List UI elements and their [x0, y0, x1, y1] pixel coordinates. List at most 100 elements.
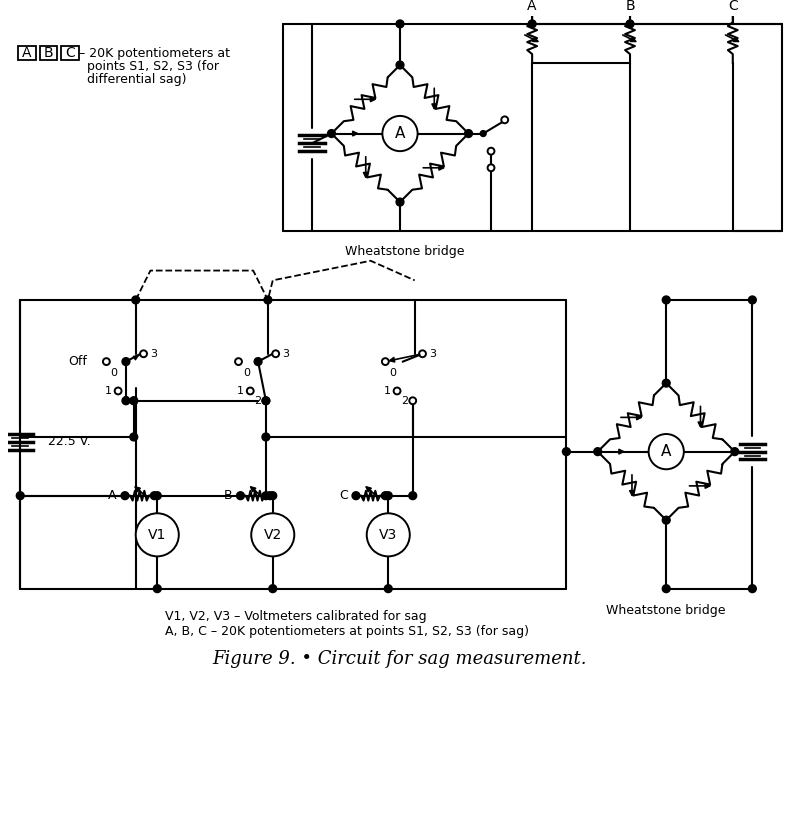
Bar [62, 46, 79, 60]
Text: V1: V1 [148, 528, 166, 542]
Circle shape [394, 388, 401, 394]
Circle shape [150, 492, 158, 500]
Text: 1: 1 [384, 386, 390, 396]
Circle shape [480, 131, 486, 137]
Circle shape [465, 130, 473, 137]
Text: C: C [66, 46, 75, 60]
Circle shape [16, 492, 24, 500]
Circle shape [235, 358, 242, 365]
Circle shape [396, 198, 404, 206]
Circle shape [382, 116, 418, 151]
Text: 3: 3 [150, 349, 157, 359]
Circle shape [262, 398, 270, 404]
Text: 2: 2 [122, 396, 130, 406]
Bar [619, 0, 641, 13]
Text: Wheatstone bridge: Wheatstone bridge [345, 245, 465, 258]
Circle shape [410, 398, 416, 404]
Circle shape [662, 585, 670, 593]
Circle shape [272, 351, 279, 357]
Text: A: A [661, 444, 671, 459]
Text: Off: Off [68, 355, 86, 368]
Circle shape [237, 492, 244, 500]
Circle shape [749, 585, 756, 593]
Circle shape [384, 585, 392, 593]
Circle shape [396, 20, 404, 28]
Circle shape [409, 492, 417, 500]
Circle shape [262, 397, 270, 405]
Circle shape [121, 492, 129, 500]
Text: B: B [44, 46, 54, 60]
Circle shape [266, 492, 274, 500]
Circle shape [562, 448, 570, 456]
Text: V2: V2 [264, 528, 282, 542]
Circle shape [122, 397, 130, 405]
Circle shape [419, 351, 426, 357]
Circle shape [502, 116, 508, 123]
Circle shape [382, 492, 390, 500]
Circle shape [132, 296, 140, 304]
Text: 0: 0 [390, 369, 397, 379]
Circle shape [130, 398, 138, 404]
Circle shape [662, 296, 670, 304]
Text: 0: 0 [243, 369, 250, 379]
Circle shape [103, 358, 110, 365]
Circle shape [749, 296, 756, 304]
Circle shape [396, 61, 404, 69]
Circle shape [251, 514, 294, 556]
Text: – 20K potentiometers at: – 20K potentiometers at [79, 47, 230, 60]
Text: points S1, S2, S3 (for: points S1, S2, S3 (for [86, 60, 218, 73]
Circle shape [247, 388, 254, 394]
Circle shape [528, 20, 536, 28]
Circle shape [254, 358, 262, 365]
Text: differential sag): differential sag) [86, 73, 186, 86]
Text: C: C [728, 0, 738, 13]
Text: C: C [339, 489, 348, 502]
Circle shape [130, 397, 138, 405]
Bar [522, 0, 543, 13]
Text: 3: 3 [429, 349, 436, 359]
Text: A: A [395, 126, 405, 141]
Bar [722, 0, 743, 13]
Circle shape [382, 358, 389, 365]
Text: Figure 9. • Circuit for sag measurement.: Figure 9. • Circuit for sag measurement. [213, 650, 587, 668]
Circle shape [122, 358, 130, 365]
Text: A: A [527, 0, 537, 13]
Text: V3: V3 [379, 528, 398, 542]
Circle shape [130, 433, 138, 441]
Circle shape [649, 434, 684, 469]
Circle shape [662, 516, 670, 524]
Text: Wheatstone bridge: Wheatstone bridge [606, 604, 726, 617]
Text: 0: 0 [110, 369, 118, 379]
Circle shape [662, 379, 670, 387]
Circle shape [262, 433, 270, 441]
Text: B: B [625, 0, 635, 13]
Circle shape [366, 514, 410, 556]
Circle shape [154, 585, 161, 593]
Circle shape [327, 130, 335, 137]
Text: B: B [223, 489, 232, 502]
Circle shape [626, 20, 634, 28]
Text: 3: 3 [282, 349, 289, 359]
Circle shape [264, 296, 272, 304]
Circle shape [352, 492, 360, 500]
Circle shape [136, 514, 178, 556]
Circle shape [154, 492, 161, 500]
Circle shape [594, 448, 602, 456]
Circle shape [114, 388, 122, 394]
Circle shape [140, 351, 147, 357]
Text: 1: 1 [237, 386, 244, 396]
Text: A: A [108, 489, 117, 502]
Text: V1, V2, V3 – Voltmeters calibrated for sag: V1, V2, V3 – Voltmeters calibrated for s… [165, 610, 426, 623]
Circle shape [731, 448, 738, 456]
Text: 22.5 V.: 22.5 V. [48, 435, 90, 449]
Circle shape [269, 492, 277, 500]
Circle shape [262, 492, 270, 500]
Circle shape [269, 585, 277, 593]
Bar [40, 46, 58, 60]
Text: A: A [22, 46, 32, 60]
Bar [18, 46, 36, 60]
Text: 2: 2 [402, 396, 409, 406]
Text: 1: 1 [105, 386, 112, 396]
Text: 2: 2 [254, 396, 262, 406]
Circle shape [487, 148, 494, 155]
